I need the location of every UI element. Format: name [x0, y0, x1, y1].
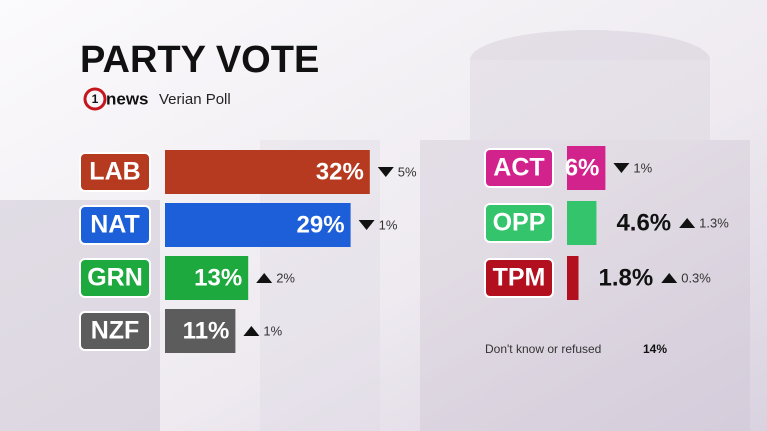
party-label: NAT [90, 211, 140, 239]
party-label: LAB [89, 158, 140, 186]
bar [165, 256, 249, 300]
logo-text: news [106, 89, 149, 108]
party-label: GRN [87, 264, 143, 292]
party-badge [79, 311, 151, 351]
change-label: 1.3% [699, 215, 729, 230]
value-label: 1.8% [599, 264, 654, 291]
change-label: 2% [276, 270, 295, 285]
arrow-down [358, 220, 375, 230]
logo-number: 1 [92, 92, 99, 106]
arrow-down [613, 163, 630, 173]
change-label: 5% [398, 164, 417, 179]
arrow-up [256, 273, 273, 283]
party-badge [484, 203, 554, 243]
change-label: 1% [633, 160, 652, 175]
party-badge [484, 148, 554, 188]
change-label: 1% [379, 217, 398, 232]
party-badge [484, 258, 554, 298]
value-label: 4.6% [616, 209, 671, 236]
bar [165, 309, 236, 353]
arrow-up [679, 218, 696, 228]
note: Don't know or refused [485, 342, 601, 356]
bar [165, 203, 351, 247]
value-label: 32% [316, 158, 364, 185]
party-badge [79, 258, 151, 298]
party-badge [79, 152, 151, 192]
arrow-up [243, 326, 260, 336]
party-label: TPM [493, 264, 546, 292]
value-label: 29% [297, 211, 345, 238]
value-label: 11% [183, 317, 230, 344]
party-label: OPP [493, 209, 546, 237]
value-label: 6% [565, 154, 600, 181]
change-label: 1% [263, 323, 282, 338]
chart-title: PARTY VOTE [80, 39, 319, 81]
value-label: 13% [194, 264, 242, 291]
party-badge [79, 205, 151, 245]
note-value: 14% [643, 342, 667, 356]
arrow-down [377, 167, 394, 177]
bar [567, 201, 597, 245]
logo-ring [83, 87, 107, 111]
subtitle: Verian Poll [159, 91, 231, 108]
bar [165, 150, 370, 194]
bar [567, 146, 606, 190]
change-label: 0.3% [681, 270, 711, 285]
party-label: NZF [91, 317, 140, 345]
arrow-up [661, 273, 678, 283]
party-label: ACT [493, 154, 544, 182]
bar [567, 256, 579, 300]
